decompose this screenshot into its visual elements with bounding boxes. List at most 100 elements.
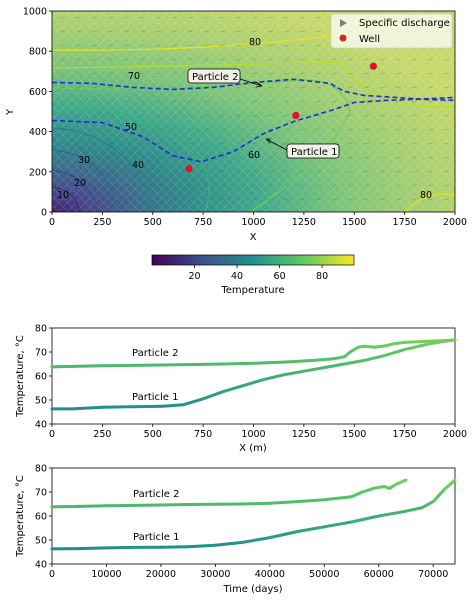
discharge-arrow xyxy=(363,156,370,159)
contour-label-10: 10 xyxy=(57,190,69,201)
discharge-arrow xyxy=(411,198,418,201)
discharge-arrow xyxy=(91,16,98,19)
discharge-arrow xyxy=(107,156,114,159)
discharge-arrow xyxy=(315,184,322,187)
p3-ytick-label: 40 xyxy=(35,560,47,571)
discharge-arrow xyxy=(427,86,434,89)
discharge-arrow xyxy=(347,198,354,201)
discharge-arrow xyxy=(203,198,210,201)
map-ytick-label: 400 xyxy=(29,127,47,138)
discharge-arrow xyxy=(443,198,450,201)
p3-series-2-segment xyxy=(159,503,190,507)
discharge-arrow xyxy=(267,44,274,47)
discharge-arrow xyxy=(107,198,114,201)
discharge-arrow xyxy=(331,128,338,131)
p3-xtick-label: 30000 xyxy=(200,569,230,580)
discharge-arrow xyxy=(171,58,178,61)
discharge-arrow xyxy=(443,170,450,173)
discharge-arrow xyxy=(123,156,130,159)
discharge-arrow xyxy=(219,58,226,61)
discharge-arrow xyxy=(59,142,66,145)
discharge-arrow xyxy=(315,72,322,75)
discharge-arrow xyxy=(123,114,130,117)
discharge-arrow xyxy=(187,114,194,117)
contour-80b xyxy=(404,193,455,212)
discharge-arrow xyxy=(187,184,194,187)
colorbar-tick-label: 20 xyxy=(188,271,200,282)
p3-series-2-segment xyxy=(371,485,386,490)
discharge-arrow xyxy=(299,100,306,103)
discharge-arrow xyxy=(219,170,226,173)
p2-series-1-segment xyxy=(161,403,185,408)
discharge-arrow xyxy=(315,44,322,47)
discharge-arrow xyxy=(59,44,66,47)
p3-series-1-segment xyxy=(241,536,272,544)
discharge-arrow xyxy=(155,142,162,145)
discharge-arrow xyxy=(283,114,290,117)
well-marker xyxy=(369,62,377,70)
discharge-arrow xyxy=(379,156,386,159)
discharge-arrow xyxy=(203,142,210,145)
discharge-arrow xyxy=(155,198,162,201)
discharge-arrow xyxy=(219,30,226,33)
discharge-arrow xyxy=(283,44,290,47)
discharge-arrow xyxy=(379,184,386,187)
p3-series-1-segment xyxy=(404,506,424,513)
discharge-arrow xyxy=(187,198,194,201)
p2-xtick-label: 2000 xyxy=(443,429,467,440)
contour-label-30: 30 xyxy=(78,155,90,166)
discharge-arrow xyxy=(59,170,66,173)
discharge-arrow xyxy=(251,142,258,145)
legend-well-icon xyxy=(339,34,347,42)
discharge-arrow xyxy=(155,58,162,61)
discharge-arrow xyxy=(123,30,130,33)
p3-series-2-segment xyxy=(295,498,326,504)
discharge-arrow xyxy=(219,86,226,89)
discharge-arrow xyxy=(251,156,258,159)
map-xtick-label: 1750 xyxy=(393,217,417,228)
discharge-arrow xyxy=(107,142,114,145)
p3-ytick-label: 60 xyxy=(35,512,47,523)
p2-series-2-segment xyxy=(403,340,417,344)
discharge-arrow xyxy=(155,72,162,75)
legend-label-well: Well xyxy=(359,34,380,45)
p2-series-1-segment xyxy=(342,358,366,366)
discharge-arrow xyxy=(59,58,66,61)
discharge-arrow xyxy=(411,114,418,117)
discharge-arrow xyxy=(443,72,450,75)
discharge-arrow xyxy=(411,100,418,103)
discharge-arrow xyxy=(379,58,386,61)
map-xlabel: X xyxy=(250,232,257,243)
discharge-arrow xyxy=(363,128,370,131)
discharge-arrow xyxy=(299,16,306,19)
discharge-arrow xyxy=(107,100,114,103)
discharge-arrow xyxy=(331,198,338,201)
p2-series-1-segment xyxy=(70,405,104,411)
discharge-arrow xyxy=(283,170,290,173)
discharge-arrow xyxy=(363,184,370,187)
discharge-arrow xyxy=(219,100,226,103)
map-ytick-label: 0 xyxy=(41,208,47,219)
discharge-arrow xyxy=(171,142,178,145)
discharge-arrow xyxy=(427,58,434,61)
discharge-arrow xyxy=(347,114,354,117)
p2-series-1-segment xyxy=(383,348,407,358)
discharge-arrow xyxy=(59,156,66,159)
p2-xlabel: X (m) xyxy=(239,443,267,454)
panel-temperature-vs-time: 0 10000 20000 30000 40000 50000 60000 70000 40 50… xyxy=(15,464,457,595)
discharge-arrow xyxy=(411,86,418,89)
discharge-arrow xyxy=(315,16,322,19)
p3-series-2-segment xyxy=(350,490,364,499)
p3-series-1-segment xyxy=(322,520,353,529)
map-xtick-label: 750 xyxy=(194,217,212,228)
discharge-arrow xyxy=(171,128,178,131)
discharge-arrow xyxy=(91,156,98,159)
discharge-arrow xyxy=(267,30,274,33)
discharge-arrow xyxy=(251,58,258,61)
discharge-arrow xyxy=(267,86,274,89)
map-xtick-label: 0 xyxy=(49,217,55,228)
discharge-arrow xyxy=(251,72,258,75)
discharge-arrow xyxy=(235,142,242,145)
discharge-arrow xyxy=(219,114,226,117)
discharge-arrow xyxy=(395,142,402,145)
